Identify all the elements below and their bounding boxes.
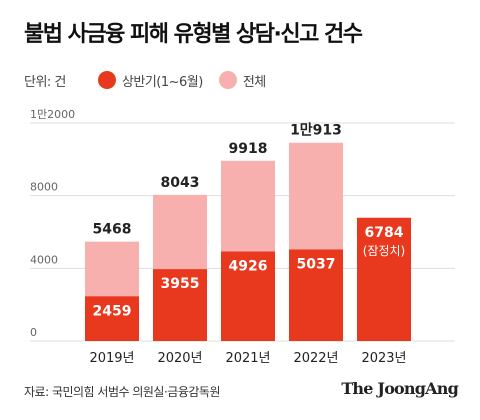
unit-label: 단위: 건: [24, 74, 66, 90]
legend-label-first-half: 상반기(1~6월): [121, 74, 203, 90]
y-tick-label: 4000: [30, 253, 58, 266]
data-label-first-half: 4926: [229, 259, 268, 275]
legend: 단위: 건 상반기(1~6월) 전체: [24, 70, 282, 90]
x-tick-label: 2019년: [89, 351, 134, 366]
data-label-total: 9918: [229, 141, 268, 157]
publisher-logo: The JoongAng: [341, 379, 458, 398]
data-label-first-half: 6784: [365, 225, 404, 241]
chart-title: 불법 사금융 피해 유형별 상담·신고 건수: [24, 22, 363, 47]
bar-first-half: [221, 251, 275, 341]
x-tick-label: 2020년: [157, 351, 202, 366]
bar-first-half: [289, 249, 343, 341]
x-tick-label: 2021년: [225, 351, 270, 366]
data-label-first-half: 5037: [297, 256, 336, 272]
y-tick-label: 1만2000: [30, 108, 75, 121]
bar-first-half: [85, 296, 139, 341]
legend-swatch-total: [218, 71, 237, 89]
bar-first-half: [153, 269, 207, 341]
data-label-total: 1만913: [290, 123, 342, 139]
data-label-first-half: 2459: [93, 303, 132, 319]
data-label-total: 8043: [161, 175, 200, 191]
legend-label-total: 전체: [242, 74, 266, 90]
x-tick-label: 2023년: [361, 351, 406, 366]
x-tick-label: 2022년: [293, 351, 338, 366]
data-label-total: 5468: [93, 222, 132, 238]
data-label-provisional-note: (잠정치): [363, 244, 405, 258]
data-label-first-half: 3955: [161, 276, 200, 292]
source-note: 자료: 국민의힘 서범수 의원실·금융감독원: [24, 385, 220, 399]
y-tick-label: 8000: [30, 181, 58, 194]
legend-item-first-half: 상반기(1~6월): [97, 71, 203, 90]
bar-first-half: [357, 217, 411, 341]
y-tick-label: 0: [30, 326, 37, 339]
legend-swatch-first-half: [97, 71, 116, 89]
legend-item-total: 전체: [218, 71, 266, 90]
